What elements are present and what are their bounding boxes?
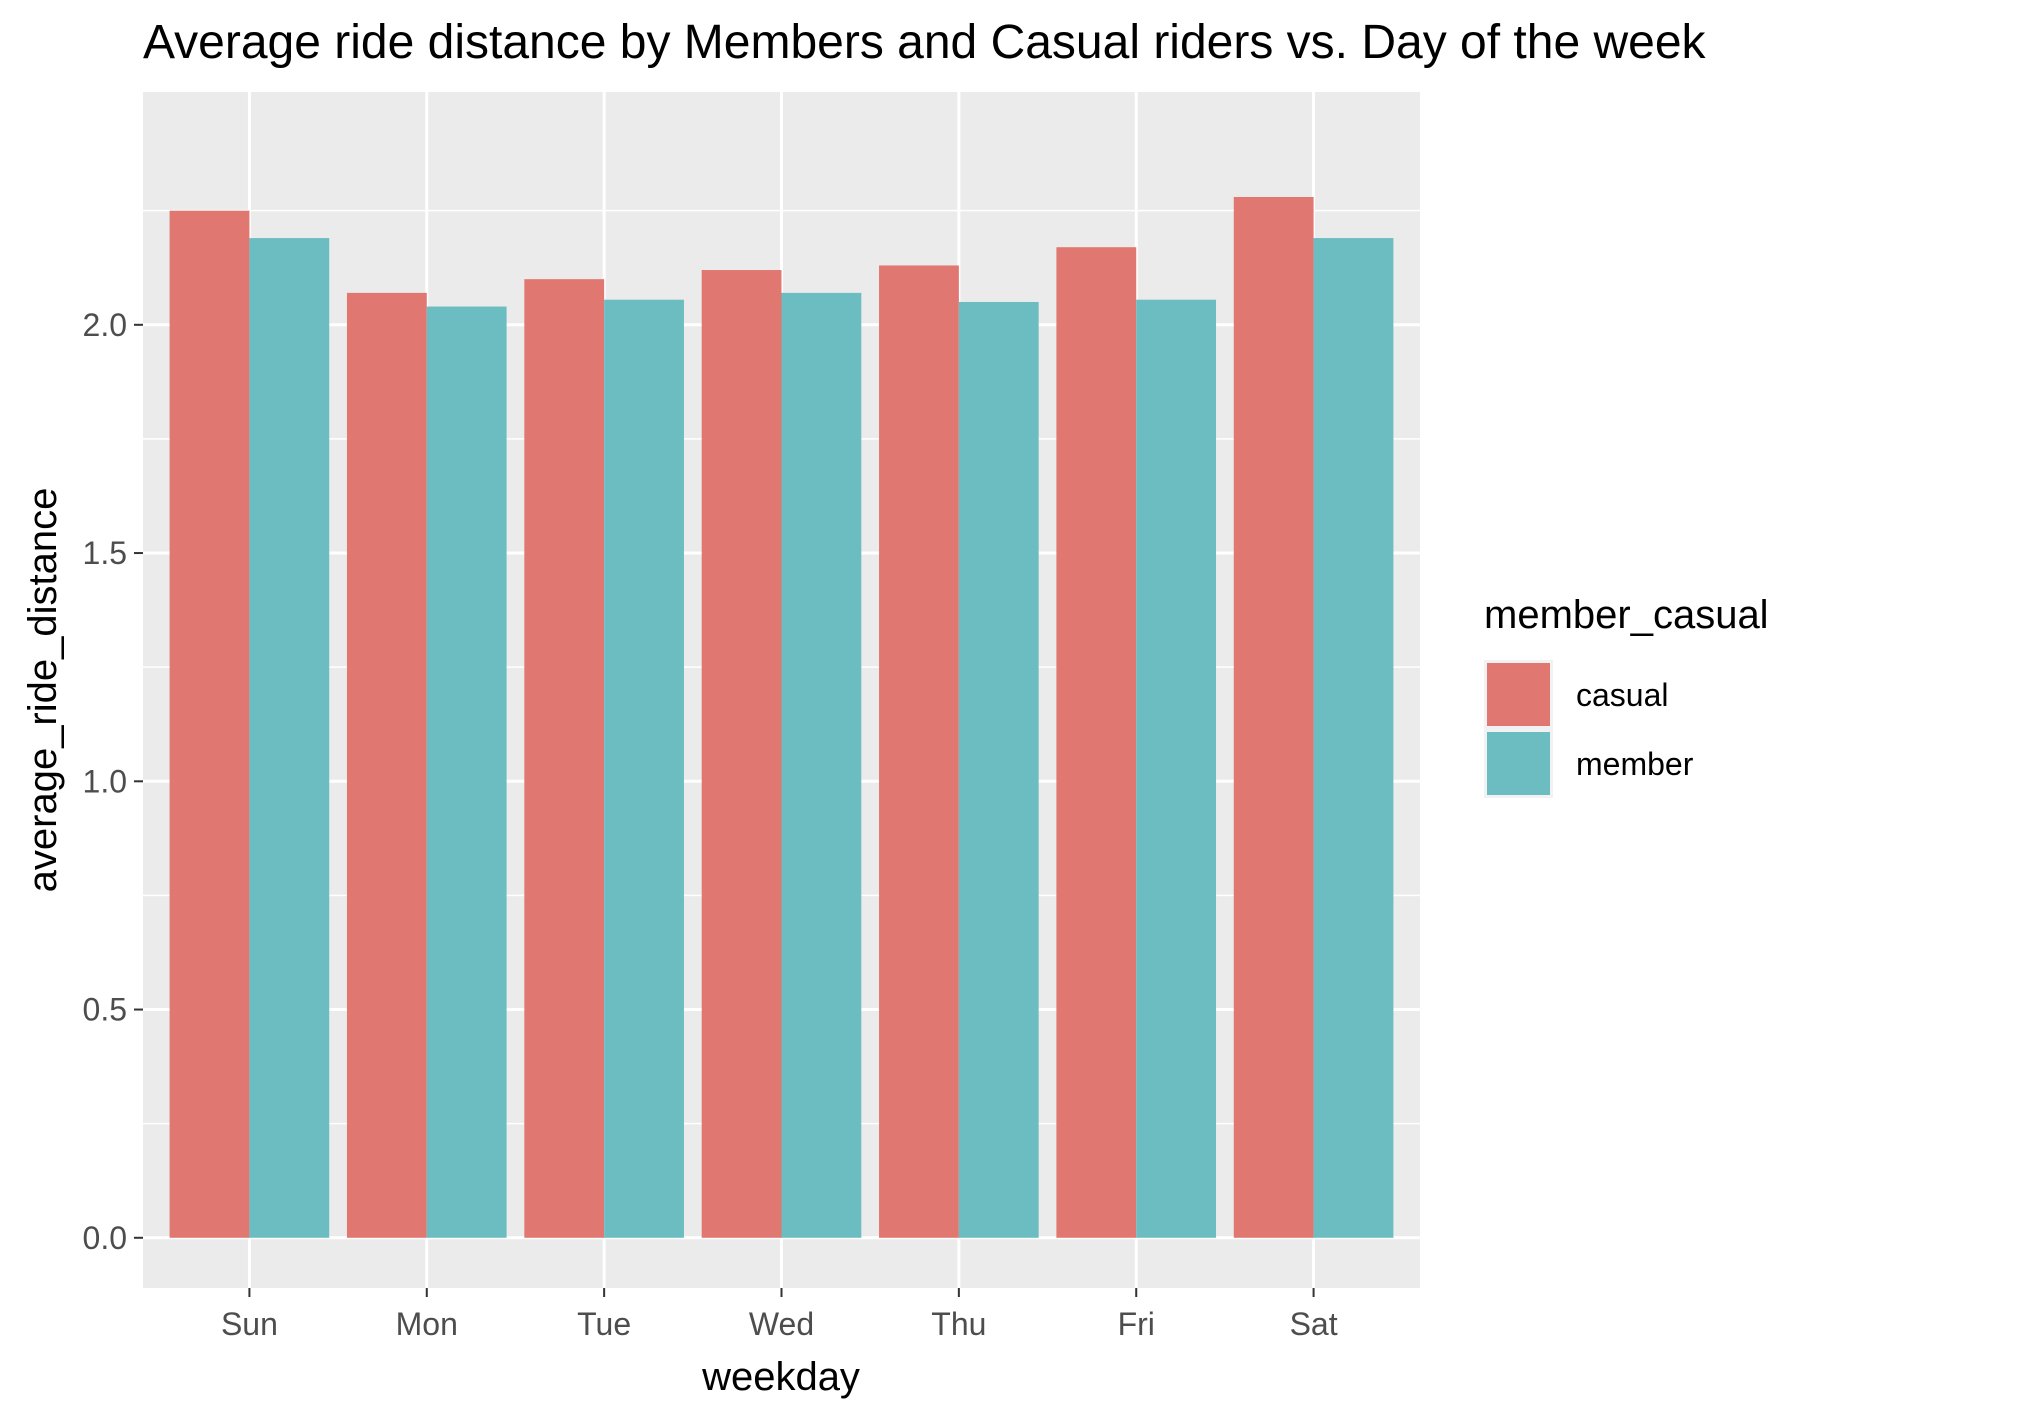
- y-tick-label: 1.5: [83, 535, 127, 571]
- legend-swatch-member: [1487, 732, 1550, 795]
- y-tick-label: 2.0: [83, 307, 127, 343]
- legend-label-casual: casual: [1576, 677, 1669, 713]
- x-axis: Sun Mon Tue Wed Thu Fri Sat: [221, 1288, 1338, 1342]
- x-tick-label: Thu: [931, 1306, 986, 1342]
- legend-title: member_casual: [1484, 593, 1769, 637]
- bars: [169, 196, 1394, 1238]
- x-tick-label: Wed: [749, 1306, 814, 1342]
- bar-casual-wed: [701, 270, 782, 1238]
- chart-title: Average ride distance by Members and Cas…: [143, 16, 1707, 69]
- bar-member-tue: [604, 299, 684, 1238]
- bar-member-wed: [781, 292, 862, 1238]
- bar-member-sat: [1313, 238, 1394, 1238]
- x-axis-title: weekday: [701, 1355, 860, 1399]
- bar-member-mon: [426, 306, 507, 1238]
- bar-casual-thu: [879, 265, 959, 1238]
- y-tick-label: 1.0: [83, 763, 127, 799]
- bar-casual-fri: [1056, 247, 1137, 1238]
- bar-casual-mon: [346, 292, 427, 1238]
- bar-member-sun: [249, 238, 330, 1238]
- bar-casual-sat: [1233, 196, 1314, 1238]
- x-tick-label: Sun: [221, 1306, 278, 1342]
- x-tick-label: Mon: [396, 1306, 458, 1342]
- bar-member-thu: [958, 301, 1039, 1238]
- y-axis: 0.0 0.5 1.0 1.5 2.0: [83, 307, 143, 1256]
- y-tick-label: 0.5: [83, 992, 127, 1028]
- legend: member_casual casual member: [1484, 593, 1769, 798]
- legend-swatch-casual: [1487, 663, 1550, 726]
- y-tick-label: 0.0: [83, 1220, 127, 1256]
- x-tick-label: Tue: [577, 1306, 631, 1342]
- bar-casual-sun: [169, 210, 250, 1238]
- legend-label-member: member: [1576, 746, 1694, 782]
- bar-member-fri: [1136, 299, 1217, 1238]
- bar-casual-tue: [524, 279, 605, 1238]
- x-tick-label: Fri: [1118, 1306, 1155, 1342]
- y-axis-title: average_ride_distance: [21, 488, 65, 893]
- x-tick-label: Sat: [1290, 1306, 1338, 1342]
